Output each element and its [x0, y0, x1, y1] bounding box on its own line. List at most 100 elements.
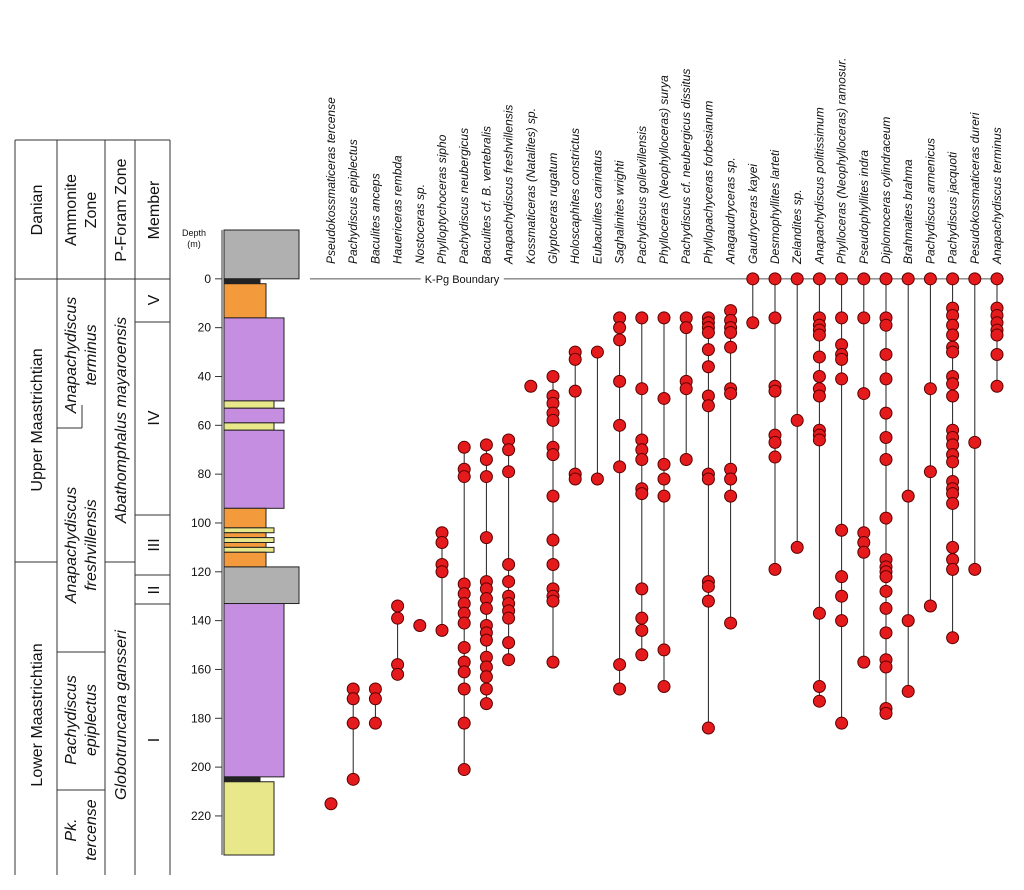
- occurrence: [590, 472, 604, 486]
- occurrence: [701, 579, 715, 593]
- occurrence: [457, 682, 471, 696]
- occurrence: [346, 692, 360, 706]
- lithology-bed: [223, 781, 275, 856]
- occurrence: [857, 311, 871, 325]
- boundary-label: K-Pg Boundary: [425, 274, 500, 286]
- occurrence: [812, 272, 826, 286]
- occurrence: [502, 557, 516, 571]
- occurrence: [679, 452, 693, 466]
- occurrence: [879, 452, 893, 466]
- occurrence: [879, 431, 893, 445]
- species-name: Diplomoceras cylindraceum: [879, 117, 893, 264]
- y-tick-label: 120: [191, 565, 211, 579]
- species-name: Pesudokossmaticeras dureri: [968, 112, 982, 264]
- strat-table: Danian Upper Maastrichtian Lower Maastri…: [14, 139, 171, 875]
- ammonite-zone: Anapachydiscus: [63, 297, 80, 415]
- header: Ammonite: [63, 174, 80, 246]
- species-name: Phylloptychoceras sipho: [435, 134, 449, 264]
- ammonite-zone: tercense: [83, 799, 100, 860]
- lithology-bed: [223, 527, 275, 534]
- ammonite-zone: epiplectus: [83, 684, 100, 756]
- occurrence: [435, 536, 449, 549]
- occurrence: [679, 382, 693, 396]
- occurrence: [946, 540, 960, 554]
- occurrence: [657, 680, 671, 694]
- species-name: Desmophyllites larteti: [768, 150, 782, 264]
- lithology-bed: [223, 283, 267, 319]
- member: I: [146, 738, 163, 742]
- stage: Lower Maastrichtian: [29, 643, 46, 786]
- species-name: Pachydiscus gollevillensis: [635, 126, 649, 264]
- y-tick-label: 160: [191, 662, 211, 676]
- occurrence: [546, 489, 560, 503]
- occurrence: [391, 599, 405, 613]
- lithology-bed: [223, 317, 285, 402]
- occurrence: [857, 655, 871, 669]
- species-name: Pachydiscus epiplectus: [346, 139, 360, 264]
- lithology-bed: [223, 229, 300, 280]
- occurrence: [546, 413, 560, 427]
- occurrence: [923, 599, 937, 613]
- occurrence: [457, 440, 471, 454]
- occurrence: [790, 540, 804, 554]
- occurrence: [812, 680, 826, 694]
- member: III: [146, 538, 163, 551]
- lithology-bed: [223, 603, 285, 778]
- occurrence: [768, 435, 782, 449]
- species-name: Gaudryceras kayei: [746, 164, 760, 264]
- lithology-bed: [223, 542, 267, 548]
- occurrence: [879, 660, 893, 674]
- occurrence: [457, 470, 471, 484]
- occurrence: [835, 589, 849, 603]
- occurrence: [946, 562, 960, 576]
- occurrence: [546, 533, 560, 547]
- occurrence: [812, 433, 826, 447]
- species-name: Baculites anceps: [368, 173, 382, 264]
- occurrence: [324, 797, 338, 811]
- ammonite-zone: Anapachydiscus: [63, 487, 80, 605]
- lithology-bed: [223, 400, 275, 409]
- species-name: Anagaudryceras sp.: [724, 157, 738, 265]
- occurrence: [701, 343, 715, 357]
- occurrence: [479, 633, 493, 647]
- header: Member: [146, 180, 163, 239]
- occurrence: [835, 272, 849, 286]
- stage: Danian: [29, 185, 46, 236]
- species-name: Saghalinites wrighti: [613, 160, 627, 264]
- occurrence: [857, 545, 871, 559]
- species-name: Phylloceras (Neophylloceras) surya: [657, 75, 671, 264]
- member: IV: [146, 410, 163, 425]
- occurrence: [546, 594, 560, 608]
- y-tick-label: 100: [191, 516, 211, 530]
- occurrence: [990, 272, 1004, 286]
- lithology-bed: [223, 776, 261, 783]
- occurrence: [746, 272, 760, 286]
- lithology-bed: [223, 422, 275, 431]
- occurrence: [391, 611, 405, 625]
- occurrence: [546, 369, 560, 383]
- member: II: [146, 586, 163, 595]
- lithology-bed: [223, 537, 275, 543]
- occurrence: [701, 326, 715, 340]
- occurrence: [724, 472, 738, 486]
- occurrence: [502, 465, 516, 479]
- y-tick-label: 200: [191, 760, 211, 774]
- occurrence: [635, 648, 649, 662]
- occurrence: [879, 511, 893, 525]
- occurrence: [613, 460, 627, 474]
- occurrence: [635, 611, 649, 625]
- occurrence: [657, 311, 671, 325]
- occurrence: [835, 311, 849, 325]
- occurrence: [635, 582, 649, 596]
- occurrence: [457, 665, 471, 679]
- occurrence: [879, 570, 893, 584]
- occurrence: [879, 626, 893, 640]
- occurrence: [946, 377, 960, 391]
- occurrence: [479, 470, 493, 484]
- occurrence: [479, 438, 493, 452]
- occurrence: [613, 333, 627, 347]
- species-name: Pachydiscus armenicus: [923, 138, 937, 264]
- occurrence: [923, 272, 937, 286]
- occurrence: [946, 631, 960, 645]
